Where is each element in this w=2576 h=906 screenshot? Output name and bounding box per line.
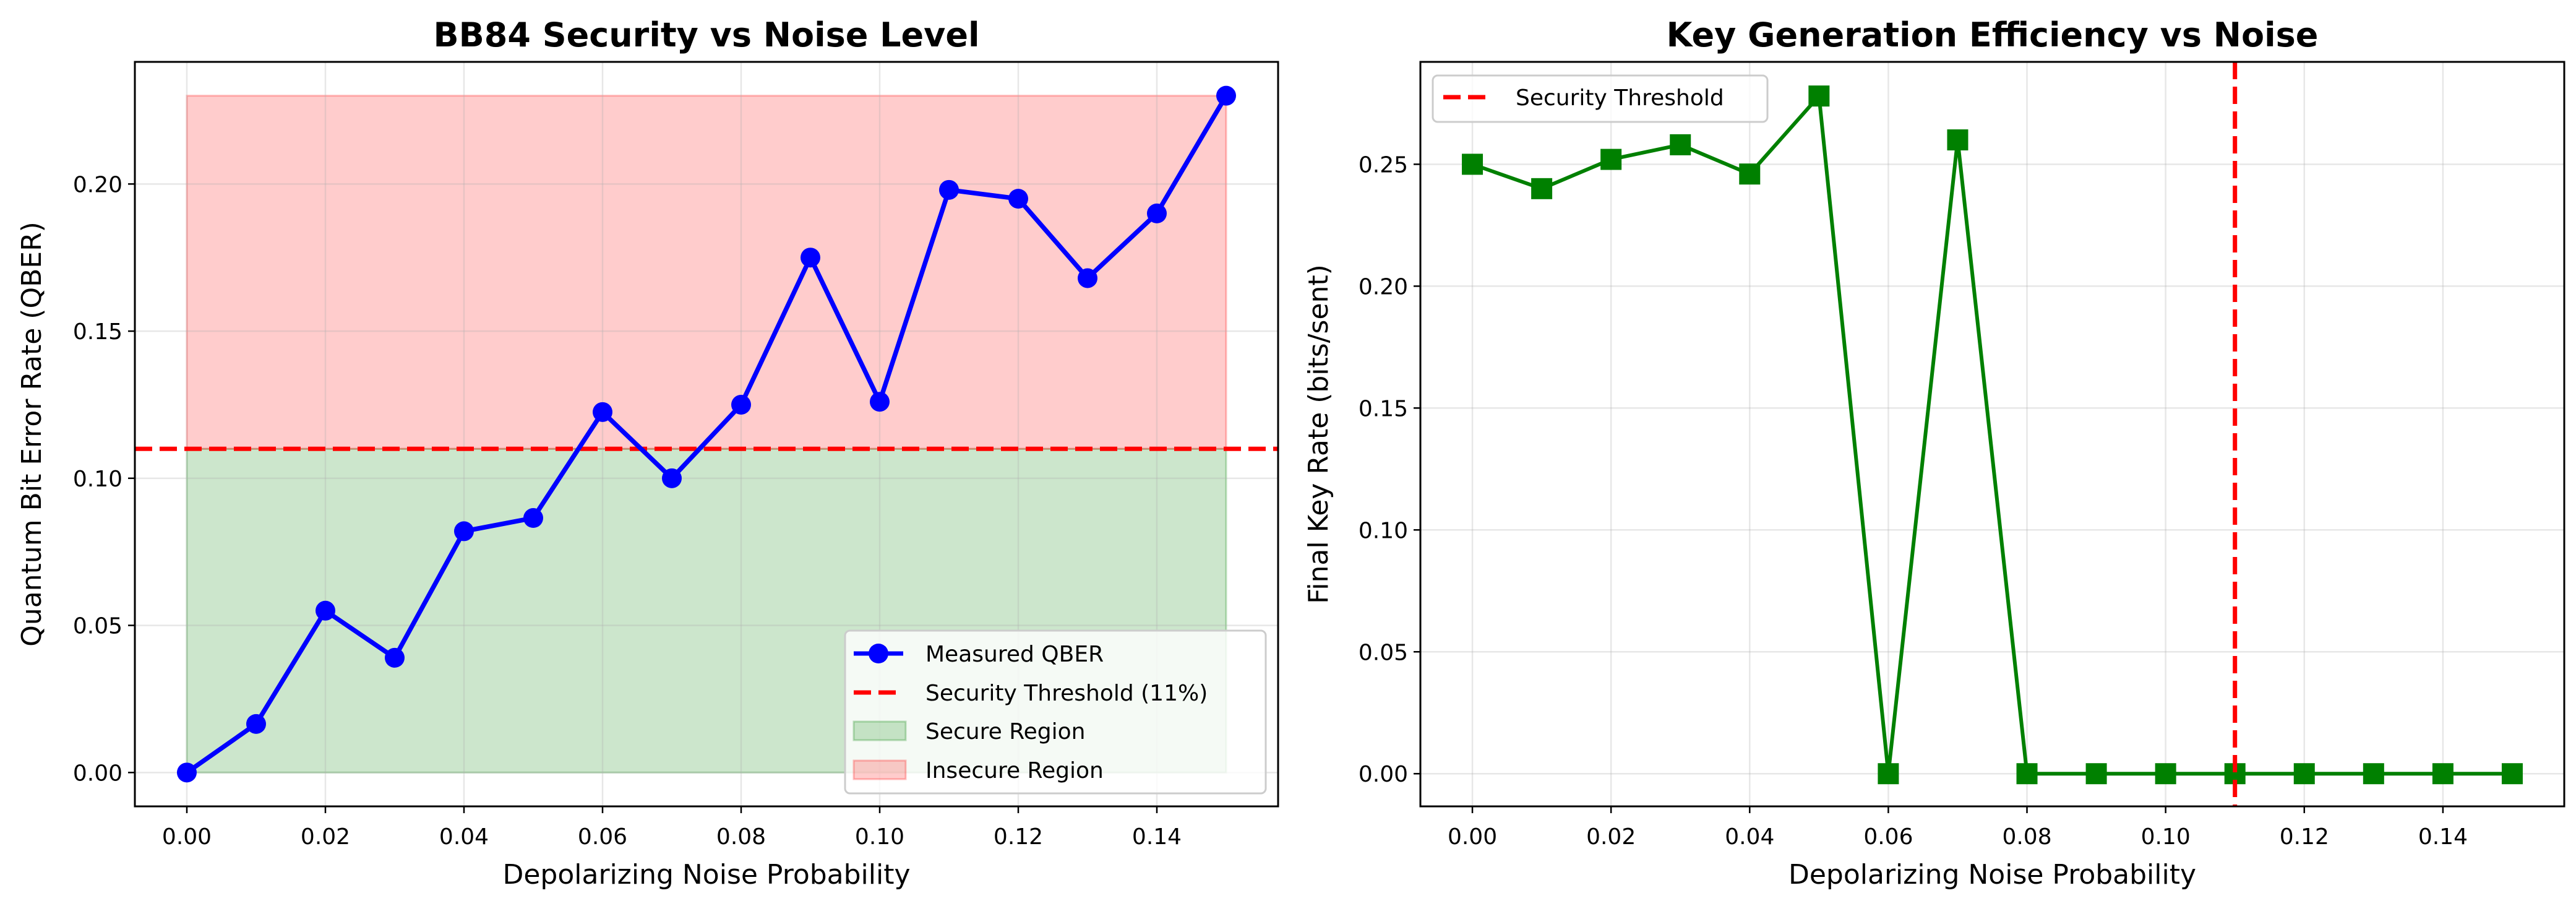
series-line [185,94,1229,775]
legend: Measured QBER Security Threshold (11%) Sec… [844,629,1267,795]
y-tick-label: 0.05 [73,614,122,639]
data-point [2501,763,2523,785]
axes-frame [134,61,1279,808]
y-tick-label: 0.15 [1359,396,1408,421]
data-point [2085,763,2107,785]
y-tick-label: 0.00 [1359,762,1408,787]
data-point [385,647,405,668]
data-point [1947,129,1968,151]
legend-label: Secure Region [925,719,1085,744]
series-line [1472,94,2512,776]
data-point [1078,268,1097,288]
y-tick-label: 0.25 [1359,152,1408,178]
data-point [1462,153,1483,175]
x-tick-label: 0.10 [855,824,904,850]
data-point [454,521,474,541]
data-point [2432,763,2454,785]
x-tick-label: 0.04 [439,824,489,850]
y-tick-label: 0.20 [73,172,122,197]
x-tick-label: 0.02 [301,824,350,850]
data-point [1739,163,1761,185]
data-point [2016,763,2038,785]
x-tick-label: 0.10 [2141,824,2191,850]
axes-frame [1419,61,2565,808]
data-point [801,248,820,268]
data-point [1147,203,1167,223]
x-tick-label: 0.12 [994,824,1043,850]
x-tick-label: 0.00 [1448,824,1497,850]
x-tick-label: 0.08 [2002,824,2051,850]
data-point [731,394,751,415]
data-point [523,508,543,528]
y-axis-label: Final Key Rate (bits/sent) [1303,264,1334,604]
data-point [2363,763,2384,785]
x-tick-label: 0.12 [2280,824,2329,850]
y-axis-label: Quantum Bit Error Rate (QBER) [16,222,48,647]
y-tick-label: 0.00 [73,761,122,786]
data-point [870,392,890,412]
legend-marker-icon [869,644,888,663]
legend-patch-icon [852,720,907,741]
data-point [1600,149,1622,170]
data-point [1216,85,1236,106]
x-tick-label: 0.04 [1725,824,1774,850]
x-tick-label: 0.08 [716,824,766,850]
x-tick-label: 0.14 [1132,824,1182,850]
data-point [1531,178,1553,199]
data-point [1808,85,1830,107]
x-tick-label: 0.14 [2418,824,2468,850]
legend-box [1432,74,1769,123]
chart-title: BB84 Security vs Noise Level [433,15,979,54]
legend: Security Threshold [1432,74,1769,123]
y-tick-label: 0.15 [73,319,122,345]
region-insecure [186,95,1227,450]
data-point [662,468,682,488]
legend-patch-icon [852,759,907,780]
x-axis-label: Depolarizing Noise Probability [1788,859,2196,891]
x-axis-label: Depolarizing Noise Probability [502,859,910,891]
data-point [1878,763,1899,785]
legend-box [844,629,1267,795]
chart-title: Key Generation Efficiency vs Noise [1667,15,2319,54]
x-tick-label: 0.06 [578,824,627,850]
chart-1: 0.00 0.02 0.04 0.06 0.08 0.10 0.12 0.14 0.00 0.05… [16,15,1279,891]
legend-label: Measured QBER [925,642,1104,667]
x-tick-label: 0.06 [1863,824,1913,850]
y-tick-label: 0.10 [73,467,122,492]
data-point [1670,134,1691,155]
x-tick-label: 0.02 [1586,824,1636,850]
legend-label: Insecure Region [925,758,1104,783]
y-tick-label: 0.20 [1359,274,1408,300]
y-tick-label: 0.10 [1359,518,1408,543]
data-point [2155,763,2176,785]
data-point [177,762,197,783]
data-point [1008,189,1028,209]
chart-2: 0.00 0.02 0.04 0.06 0.08 0.10 0.12 0.14 0.00 0.05… [1303,15,2565,891]
legend-label: Security Threshold (11%) [925,681,1208,706]
x-tick-label: 0.00 [162,824,212,850]
y-tick-label: 0.05 [1359,640,1408,665]
data-point [593,402,612,422]
data-point [316,600,335,621]
data-point [2293,763,2315,785]
data-point [939,179,959,200]
data-point [246,714,266,734]
legend-label: Security Threshold [1516,85,1724,111]
